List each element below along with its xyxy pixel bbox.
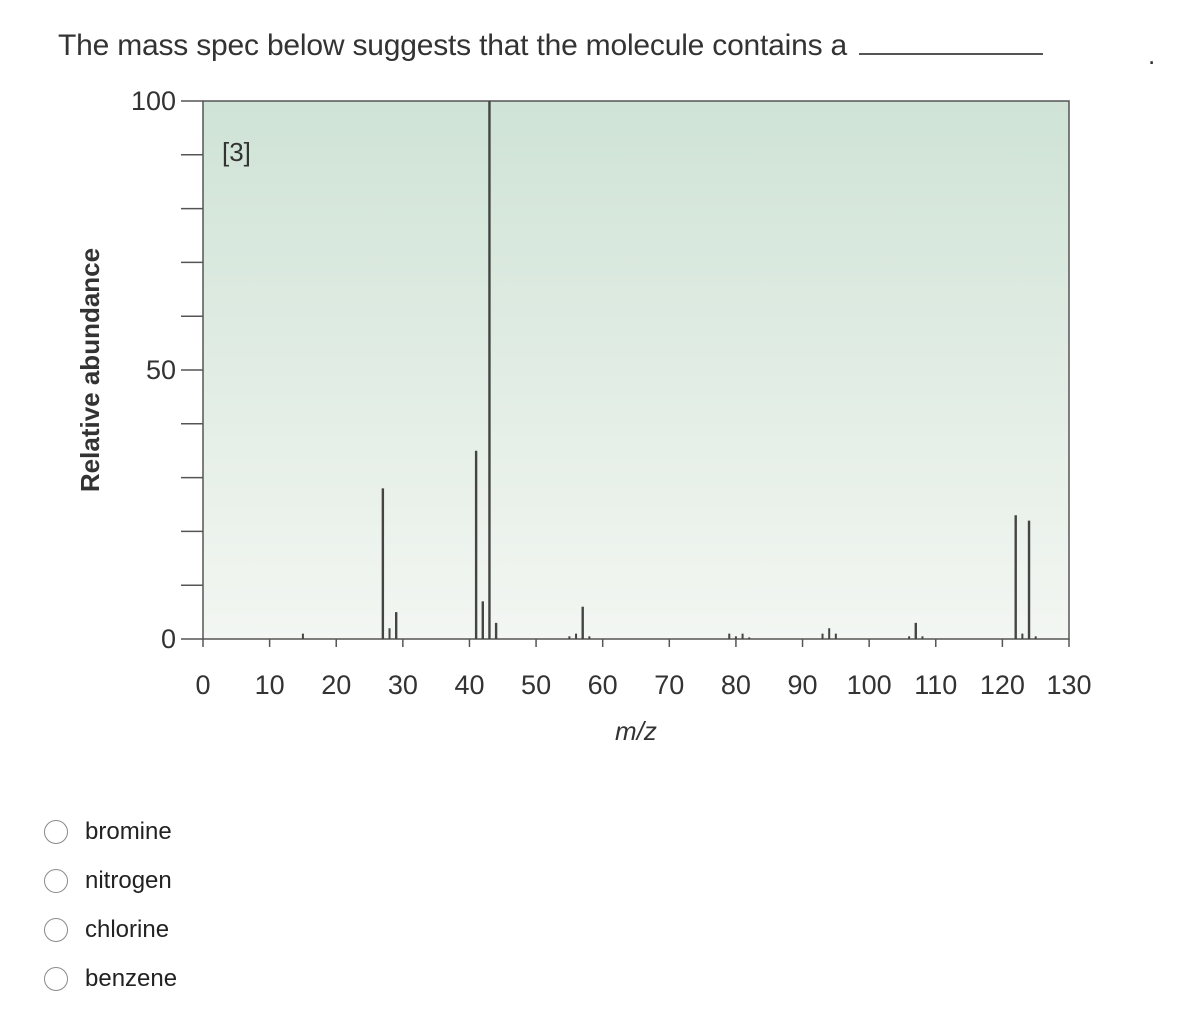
- radio-button[interactable]: [44, 966, 68, 991]
- x-tick-label: 80: [721, 670, 751, 700]
- answer-options: bromine nitrogen chlorine benzene: [44, 807, 444, 1003]
- y-axis-label: Relative abundance: [75, 248, 105, 492]
- x-tick-label: 120: [980, 670, 1025, 700]
- option-label: bromine: [85, 817, 172, 845]
- plot-area: [202, 100, 1070, 640]
- radio-button[interactable]: [44, 868, 68, 893]
- option-nitrogen[interactable]: nitrogen: [44, 856, 444, 905]
- x-tick-label: 0: [195, 670, 210, 700]
- question-period: .: [1148, 40, 1156, 70]
- x-tick-label: 60: [588, 670, 618, 700]
- spectrum-peaks: [301, 101, 1037, 639]
- option-bromine[interactable]: bromine: [44, 807, 444, 856]
- option-benzene[interactable]: benzene: [44, 954, 444, 1003]
- x-tick-label: 10: [255, 670, 285, 700]
- mass-spectrum-chart: 0 10 20 30 40 50 60 70 80 90 100 110 120 130 0 50 100 [3…: [75, 86, 1092, 746]
- option-label: nitrogen: [85, 866, 172, 894]
- x-tick-label: 20: [321, 670, 351, 700]
- x-tick-label: 100: [847, 670, 892, 700]
- x-tick-label: 110: [914, 670, 957, 700]
- radio-button[interactable]: [44, 819, 68, 844]
- x-tick-label: 70: [654, 670, 684, 700]
- x-tick-label: 40: [454, 670, 484, 700]
- x-tick-label: 130: [1046, 670, 1091, 700]
- chart-annotation: [3]: [222, 137, 251, 167]
- x-tick-label: 30: [388, 670, 418, 700]
- x-tick-label: 50: [521, 670, 551, 700]
- y-tick-label: 0: [161, 624, 176, 654]
- radio-button[interactable]: [44, 917, 68, 942]
- answer-blank: [859, 52, 1044, 55]
- question-text: The mass spec below suggests that the mo…: [58, 29, 1044, 63]
- x-tick-label: 90: [788, 670, 818, 700]
- axes: 0 10 20 30 40 50 60 70 80 90 100 110 120 130 0 50 100: [131, 86, 1092, 700]
- option-chlorine[interactable]: chlorine: [44, 905, 444, 954]
- y-tick-label: 50: [146, 355, 176, 385]
- x-axis-label: m/z: [615, 716, 657, 746]
- option-label: chlorine: [85, 915, 170, 943]
- question-prompt: The mass spec below suggests that the mo…: [58, 29, 848, 62]
- y-tick-label: 100: [131, 86, 176, 116]
- option-label: benzene: [85, 964, 178, 992]
